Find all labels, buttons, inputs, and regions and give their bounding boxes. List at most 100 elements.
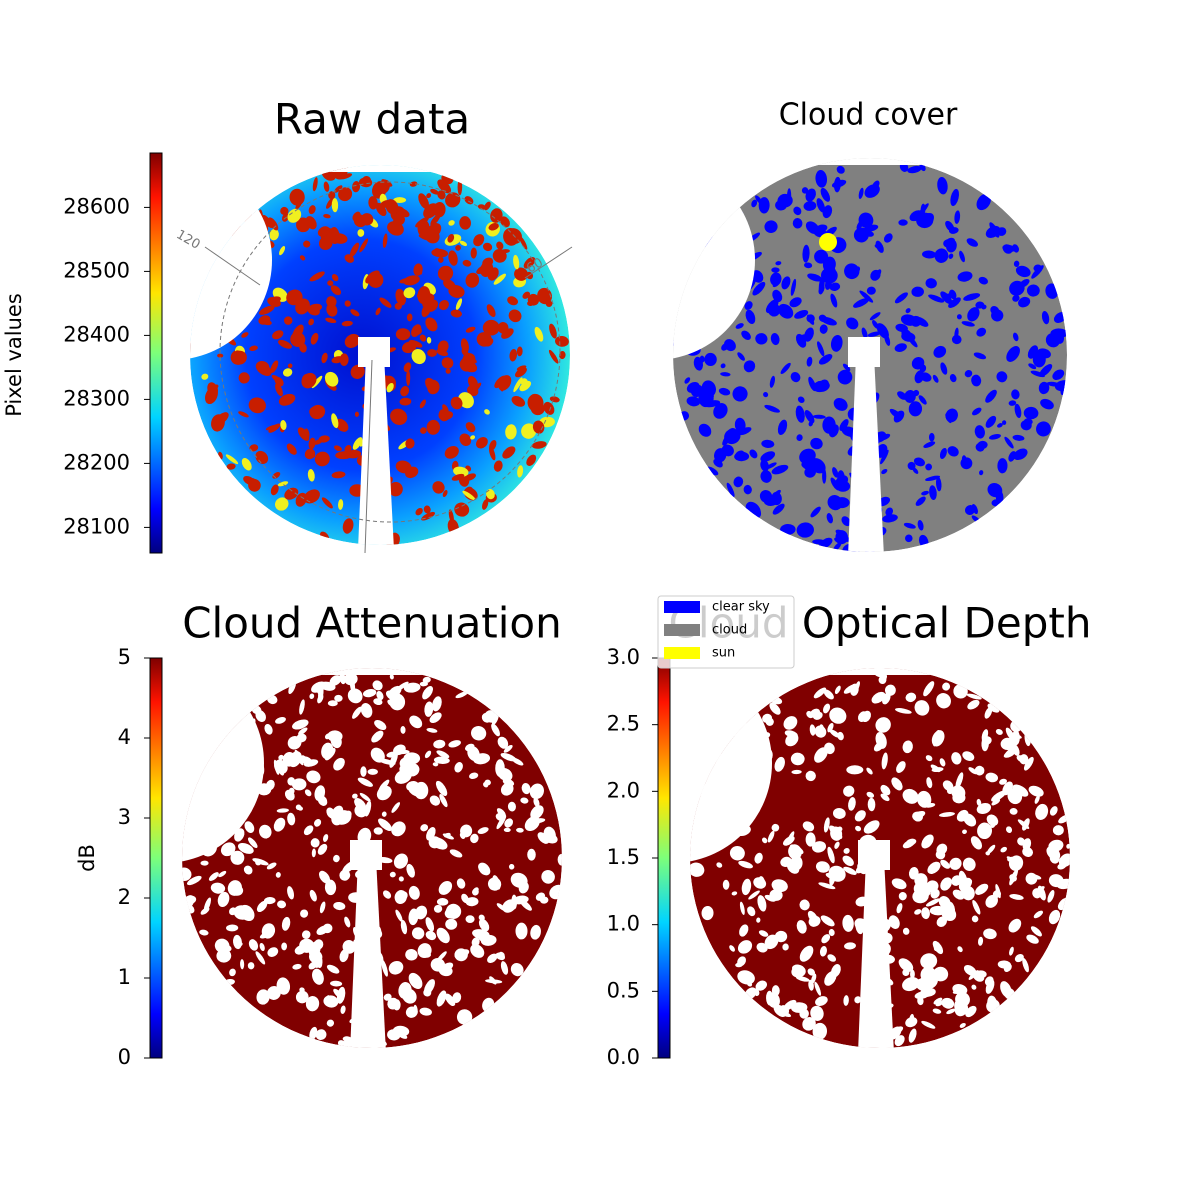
sky-patch: [1012, 332, 1019, 342]
sky-patch: [299, 255, 306, 261]
sky-patch: [256, 900, 268, 913]
sky-patch: [271, 374, 283, 384]
sky-patch: [411, 348, 426, 365]
sky-patch: [281, 916, 291, 931]
sky-patch: [422, 686, 434, 700]
sky-patch: [829, 729, 840, 738]
sky-patch: [308, 205, 316, 215]
sky-patch: [482, 242, 493, 252]
sky-patch: [932, 374, 939, 383]
sky-patch: [1026, 284, 1040, 297]
sky-patch: [1008, 451, 1017, 462]
sky-patch: [987, 703, 1000, 713]
sky-patch: [400, 386, 410, 397]
sky-patch: [408, 908, 419, 926]
sky-patch: [870, 269, 881, 281]
sky-patch: [265, 779, 275, 791]
sky-patch: [523, 257, 536, 269]
sky-patch: [429, 712, 442, 724]
sky-patch: [929, 485, 937, 501]
sky-patch: [816, 341, 825, 357]
sky-patch: [378, 779, 390, 792]
sky-disc: [182, 668, 562, 1048]
sky-patch: [827, 722, 834, 733]
sky-patch: [907, 165, 922, 174]
sky-patch: [240, 959, 245, 970]
sky-patch: [237, 842, 254, 854]
sky-patch: [471, 726, 487, 741]
sky-patch: [765, 299, 779, 314]
sky-patch: [459, 216, 471, 230]
sky-patch: [514, 267, 528, 281]
sky-patch: [367, 768, 378, 775]
sky-patch: [814, 981, 822, 996]
sky-patch: [804, 409, 815, 424]
sky-patch: [340, 1005, 346, 1014]
sky-patch: [438, 300, 449, 311]
sky-patch: [222, 944, 232, 952]
sky-patch: [779, 1010, 792, 1018]
sky-patch: [454, 502, 470, 517]
sky-patch: [1028, 785, 1044, 797]
sky-patch: [986, 844, 996, 854]
sky-patch: [329, 675, 342, 686]
sky-patch: [812, 380, 830, 393]
sky-patch: [790, 278, 797, 296]
sky-patch: [268, 217, 279, 231]
sky-patch: [470, 944, 485, 958]
sky-patch: [926, 777, 933, 789]
sky-patch: [940, 877, 952, 891]
sky-patch: [256, 989, 270, 1005]
sky-patch: [921, 834, 934, 849]
sky-patch: [484, 779, 491, 786]
mast: [350, 858, 386, 1048]
sky-patch: [306, 770, 321, 784]
sky-patch: [342, 1036, 353, 1043]
sky-patch: [1000, 981, 1012, 998]
sky-patch: [426, 419, 440, 435]
sky-patch: [774, 756, 785, 772]
sky-patch: [935, 476, 942, 492]
sky-patch: [237, 941, 243, 947]
sky-patch: [521, 423, 537, 439]
sky-patch: [493, 460, 503, 472]
sky-patch: [460, 824, 473, 838]
sky-patch: [951, 752, 962, 765]
sky-patch: [269, 228, 279, 241]
sky-patch: [360, 766, 367, 777]
sky-patch: [286, 289, 303, 306]
sky-patch: [309, 271, 325, 282]
sky-patch: [398, 1032, 408, 1039]
sky-patch: [296, 733, 307, 743]
sky-patch: [976, 327, 987, 337]
sky-patch: [305, 996, 320, 1012]
sky-patch: [459, 433, 472, 447]
sky-patch: [818, 724, 825, 734]
sky-patch: [432, 762, 439, 767]
sky-patch: [482, 319, 500, 336]
sky-patch: [496, 808, 506, 818]
sky-patch: [229, 968, 236, 977]
sky-patch: [456, 1009, 473, 1025]
sky-patch: [939, 447, 947, 460]
sky-patch: [891, 777, 903, 791]
sky-patch: [299, 699, 305, 715]
sky-patch: [896, 761, 906, 773]
sky-patch: [376, 690, 384, 701]
sky-patch: [217, 891, 230, 908]
sky-patch: [419, 226, 427, 237]
sky-patch: [790, 855, 803, 871]
legend: clear sky cloud sun: [657, 595, 795, 669]
sky-patch: [425, 917, 435, 932]
sky-patch: [914, 370, 925, 384]
sky-patch: [345, 449, 362, 459]
sky-patch: [983, 928, 997, 940]
sky-patch: [783, 999, 797, 1011]
sky-patch: [769, 702, 781, 715]
sky-patch: [265, 424, 280, 431]
sky-patch: [819, 324, 828, 334]
sky-patch: [1015, 265, 1031, 278]
sky-patch: [230, 850, 245, 865]
sky-patch: [503, 227, 519, 246]
sky-patch: [301, 930, 311, 939]
